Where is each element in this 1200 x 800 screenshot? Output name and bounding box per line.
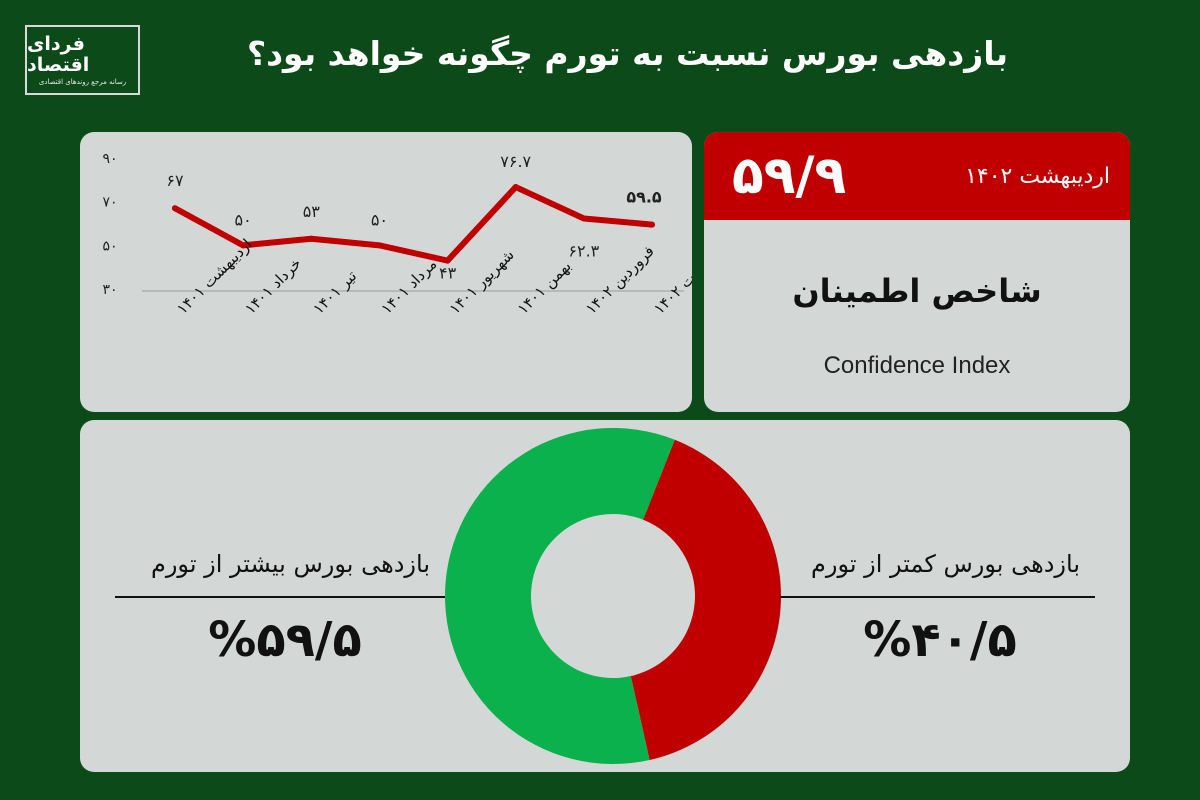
data-label: ۵۰ [371,210,388,229]
confidence-index-panel: ۵۹/۹ اردیبهشت ۱۴۰۲ شاخص اطمینان Confiden… [704,132,1130,412]
right-segment-label: بازدهی بورس کمتر از تورم [811,550,1080,578]
y-tick-label: ۵۰ [102,238,117,254]
y-tick-label: ۳۰ [102,282,117,298]
data-point [512,184,519,191]
data-label: ۵۰ [235,210,252,229]
x-tick-label: خرداد ۱۴۰۱ [241,254,305,318]
x-tick-label: مرداد ۱۴۰۱ [378,255,441,318]
data-point [172,205,178,212]
confidence-index-title: شاخص اطمینان [792,272,1042,310]
data-label: ۵۳ [303,202,321,221]
page-title: بازدهی بورس نسبت به تورم چگونه خواهد بود… [246,34,1008,73]
data-point [444,257,451,264]
y-tick-label: ۷۰ [102,195,117,211]
x-tick-label: تیر ۱۴۰۱ [309,267,360,318]
logo-name: فردای اقتصاد [27,32,90,76]
data-point [649,221,655,228]
confidence-index-value: ۵۹/۹ [732,146,847,206]
data-label: ۶۲.۳ [568,241,599,260]
data-label: ۴۳ [439,264,457,283]
left-segment-value: %۵۹/۵ [208,612,362,668]
series-line [172,184,655,264]
confidence-index-date: اردیبهشت ۱۴۰۲ [965,163,1110,189]
x-tick-label: شهریور ۱۴۰۱ [446,246,518,318]
confidence-index-header: ۵۹/۹ اردیبهشت ۱۴۰۲ [704,132,1130,220]
donut-chart [445,428,781,764]
right-segment-value: %۴۰/۵ [863,612,1017,668]
data-point [308,235,315,242]
right-divider [780,596,1095,598]
data-label: ۵۹.۵ [626,188,662,207]
logo-tagline: رسانه مرجع روندهای اقتصادی [38,78,127,87]
line-chart: ۹۰ ۷۰ ۵۰ ۳۰ ۶۷ ۵۰ ۵۳ ۵۰ ۴۳ ۷۶.۷ ۶۲.۳ ۵۹.۵ اردیبهشت ۱… [102,151,692,318]
confidence-index-subtitle: Confidence Index [823,352,1011,379]
x-tick-label: بهمن ۱۴۰۱ [514,257,575,318]
data-point [240,242,247,249]
left-divider [115,596,445,598]
donut-slice-above-inflation [445,428,675,764]
donut-chart-panel: بازدهی بورس بیشتر از تورم %۵۹/۵ بازدهی ب… [80,420,1130,772]
donut-slice-below-inflation [630,439,781,760]
line-chart-panel: ۹۰ ۷۰ ۵۰ ۳۰ ۶۷ ۵۰ ۵۳ ۵۰ ۴۳ ۷۶.۷ ۶۲.۳ ۵۹.۵ اردیبهشت ۱… [80,132,692,412]
data-label: ۶۷ [166,171,184,190]
data-point [580,215,587,222]
data-point [376,242,383,249]
left-segment-label: بازدهی بورس بیشتر از تورم [150,550,430,578]
x-tick-label: اردیبهشت ۱۴۰۲ [650,235,692,318]
data-label: ۷۶.۷ [500,152,531,171]
brand-logo: فردای اقتصاد رسانه مرجع روندهای اقتصادی [25,25,140,95]
y-tick-label: ۹۰ [102,151,117,167]
